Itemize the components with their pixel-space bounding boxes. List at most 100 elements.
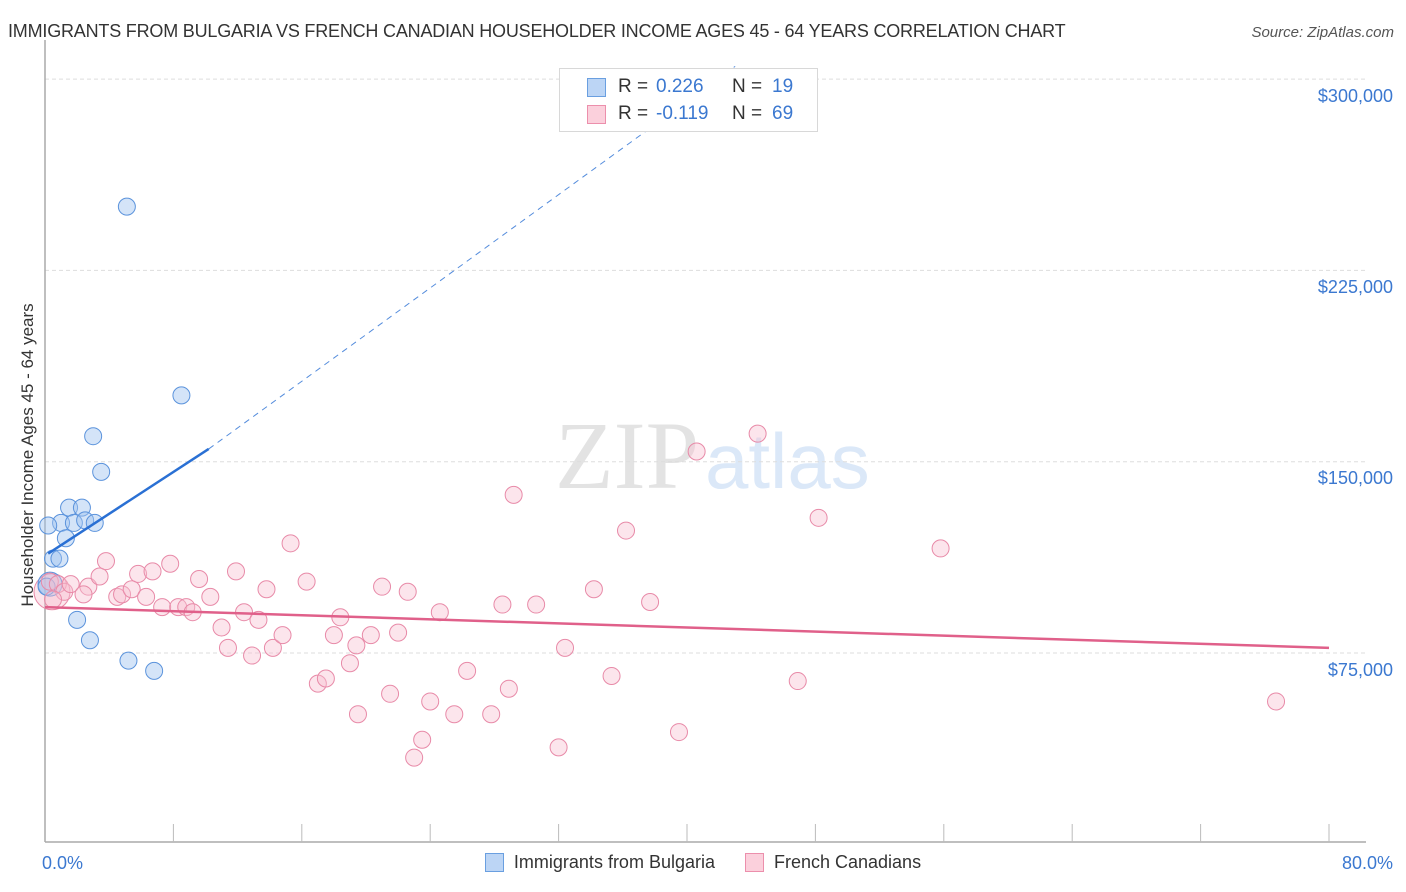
french-canadian-point	[549, 738, 568, 757]
r-value: -0.119	[656, 103, 709, 124]
legend-label-french-canadians: French Canadians	[773, 852, 922, 872]
stats-legend: R = 0.226 N = 19 R = -0.119 N = 69	[559, 68, 818, 132]
french-canadian-point	[316, 669, 335, 688]
french-canadian-point	[297, 572, 316, 591]
french-canadian-point	[602, 666, 621, 685]
french-canadian-point	[389, 623, 408, 642]
source-label: Source: ZipAtlas.com	[1251, 24, 1394, 41]
french-canadians-swatch-icon	[587, 104, 606, 124]
french-canadian-point	[809, 508, 828, 527]
y-tick-75000: $75,000	[1327, 660, 1393, 680]
watermark: ZIPatlas	[555, 400, 870, 511]
legend-row-bulgaria: R = 0.226 N = 19	[587, 75, 793, 99]
french-canadian-point	[96, 552, 115, 571]
x-tick-80: 80.0%	[1341, 853, 1393, 873]
french-canadian-point	[324, 626, 343, 645]
french-canadian-point	[249, 610, 268, 629]
french-canadian-point	[445, 705, 464, 724]
french-canadian-point	[527, 595, 546, 614]
french-canadian-point	[931, 539, 950, 558]
french-canadian-point	[556, 638, 575, 657]
french-canadian-point	[201, 587, 220, 606]
french-canadian-point	[113, 585, 132, 604]
bulgaria-point	[145, 661, 164, 680]
french-canadian-point	[373, 577, 392, 596]
french-canadian-point	[129, 564, 148, 583]
french-canadian-point	[257, 580, 276, 599]
french-canadian-point	[504, 485, 523, 504]
bulgaria-point	[119, 651, 138, 670]
french-canadian-point	[413, 730, 432, 749]
n-label: N =	[732, 103, 763, 124]
series-legend: Immigrants from Bulgaria French Canadian…	[0, 852, 1406, 873]
chart-title: IMMIGRANTS FROM BULGARIA VS FRENCH CANAD…	[8, 21, 1066, 41]
french-canadian-point	[153, 598, 172, 617]
r-label: R =	[618, 103, 649, 124]
bulgaria-swatch-icon	[587, 77, 606, 97]
french-canadian-point	[340, 654, 359, 673]
french-canadian-point	[421, 692, 440, 711]
bulgaria-point	[50, 549, 69, 568]
bulgaria-swatch-icon	[484, 853, 504, 872]
n-value: 19	[772, 76, 794, 97]
french-canadian-point	[687, 442, 706, 461]
legend-item-bulgaria[interactable]: Immigrants from Bulgaria	[484, 852, 715, 873]
watermark-atlas: atlas	[705, 417, 870, 505]
french-canadian-point	[61, 575, 80, 594]
n-label: N =	[732, 76, 763, 97]
french-canadian-point	[226, 562, 245, 581]
bulgaria-point	[92, 462, 111, 481]
bulgaria-point	[84, 427, 103, 446]
legend-item-french-canadians[interactable]: French Canadians	[744, 852, 922, 873]
french-canadian-point	[161, 554, 180, 573]
bulgaria-point	[39, 516, 58, 535]
french-canadian-point	[108, 587, 127, 606]
y-tick-150000: $150,000	[1317, 468, 1393, 488]
watermark-zip: ZIP	[555, 402, 699, 509]
french-canadian-point	[212, 618, 231, 637]
french-canadian-point	[243, 646, 262, 665]
bulgaria-point	[56, 529, 75, 548]
french-canadian-point	[458, 661, 477, 680]
r-label: R =	[618, 76, 649, 97]
french-canadian-point	[584, 580, 603, 599]
bulgaria-point	[172, 386, 191, 405]
french-canadian-point	[137, 587, 156, 606]
french-canadian-point	[748, 424, 767, 443]
bulgaria-point	[64, 513, 83, 532]
y-tick-225000: $225,000	[1317, 277, 1393, 297]
french-canadian-point	[190, 570, 209, 589]
french-canadian-point	[1267, 692, 1286, 711]
legend-label-bulgaria: Immigrants from Bulgaria	[513, 852, 715, 872]
french-canadians-swatch-icon	[744, 853, 764, 872]
french-canadian-point	[263, 638, 282, 657]
n-value: 69	[772, 103, 794, 124]
french-canadian-point	[74, 585, 93, 604]
french-canadian-point	[482, 705, 501, 724]
bulgaria-point	[80, 631, 99, 650]
french-canadian-point	[669, 723, 688, 742]
french-canadian-point	[361, 626, 380, 645]
y-tick-300000: $300,000	[1317, 86, 1393, 106]
french-canadian-point	[493, 595, 512, 614]
french-canadian-point	[788, 672, 807, 691]
y-axis-label: Householder Income Ages 45 - 64 years	[18, 303, 37, 607]
french-canadian-point	[381, 684, 400, 703]
french-canadian-point	[273, 626, 292, 645]
french-canadian-point	[348, 705, 367, 724]
french-canadian-point	[143, 562, 162, 581]
french-canadian-point	[44, 590, 63, 609]
french-canadian-point	[122, 580, 141, 599]
french-canadian-point	[499, 679, 518, 698]
french-canadian-point	[347, 636, 366, 655]
french-canadian-point	[90, 567, 109, 586]
bulgaria-trend-line	[47, 447, 210, 555]
french-canadian-point	[641, 592, 660, 611]
french-canadian-point	[281, 534, 300, 553]
r-value: 0.226	[656, 76, 704, 97]
bulgaria-point	[68, 610, 87, 629]
french-canadian-trend-line	[44, 605, 1330, 650]
x-tick-0: 0.0%	[42, 853, 84, 873]
french-canadian-point	[405, 748, 424, 767]
